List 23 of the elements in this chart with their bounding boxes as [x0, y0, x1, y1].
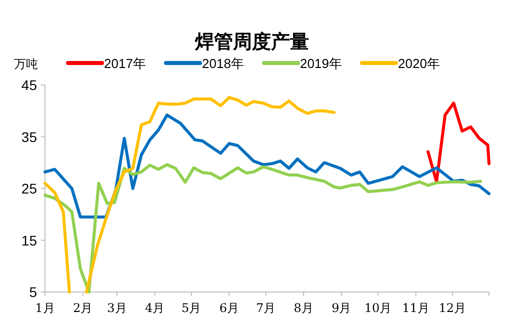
y-tick-label: 15 [21, 232, 38, 248]
x-tick-label: 5月 [182, 301, 202, 315]
x-tick-label: 8月 [294, 301, 314, 315]
y-tick-label: 35 [21, 128, 38, 145]
x-tick-label: 11月 [402, 301, 430, 315]
y-axis-title: 万吨 [14, 57, 38, 71]
x-tick-label: 7月 [256, 301, 276, 315]
legend-label: 2018年 [202, 56, 244, 71]
y-tick-label: 25 [21, 180, 38, 196]
x-tick-label: 4月 [144, 301, 165, 315]
x-tick-label: 1月 [35, 301, 55, 315]
legend-label: 2019年 [300, 56, 342, 71]
y-tick-label: 45 [21, 77, 38, 93]
legend-label: 2017年 [104, 56, 146, 71]
x-tick-label: 3月 [107, 301, 127, 315]
y-tick-label: 5 [29, 284, 38, 300]
x-tick-label: 10月 [364, 301, 392, 315]
x-tick-label: 6月 [219, 301, 240, 315]
legend-label: 2020年 [398, 56, 440, 71]
x-tick-label: 9月 [332, 301, 352, 315]
x-tick-label: 2月 [72, 301, 93, 315]
x-tick-label: 12月 [438, 301, 466, 315]
chart-title: 焊管周度产量 [194, 31, 309, 53]
